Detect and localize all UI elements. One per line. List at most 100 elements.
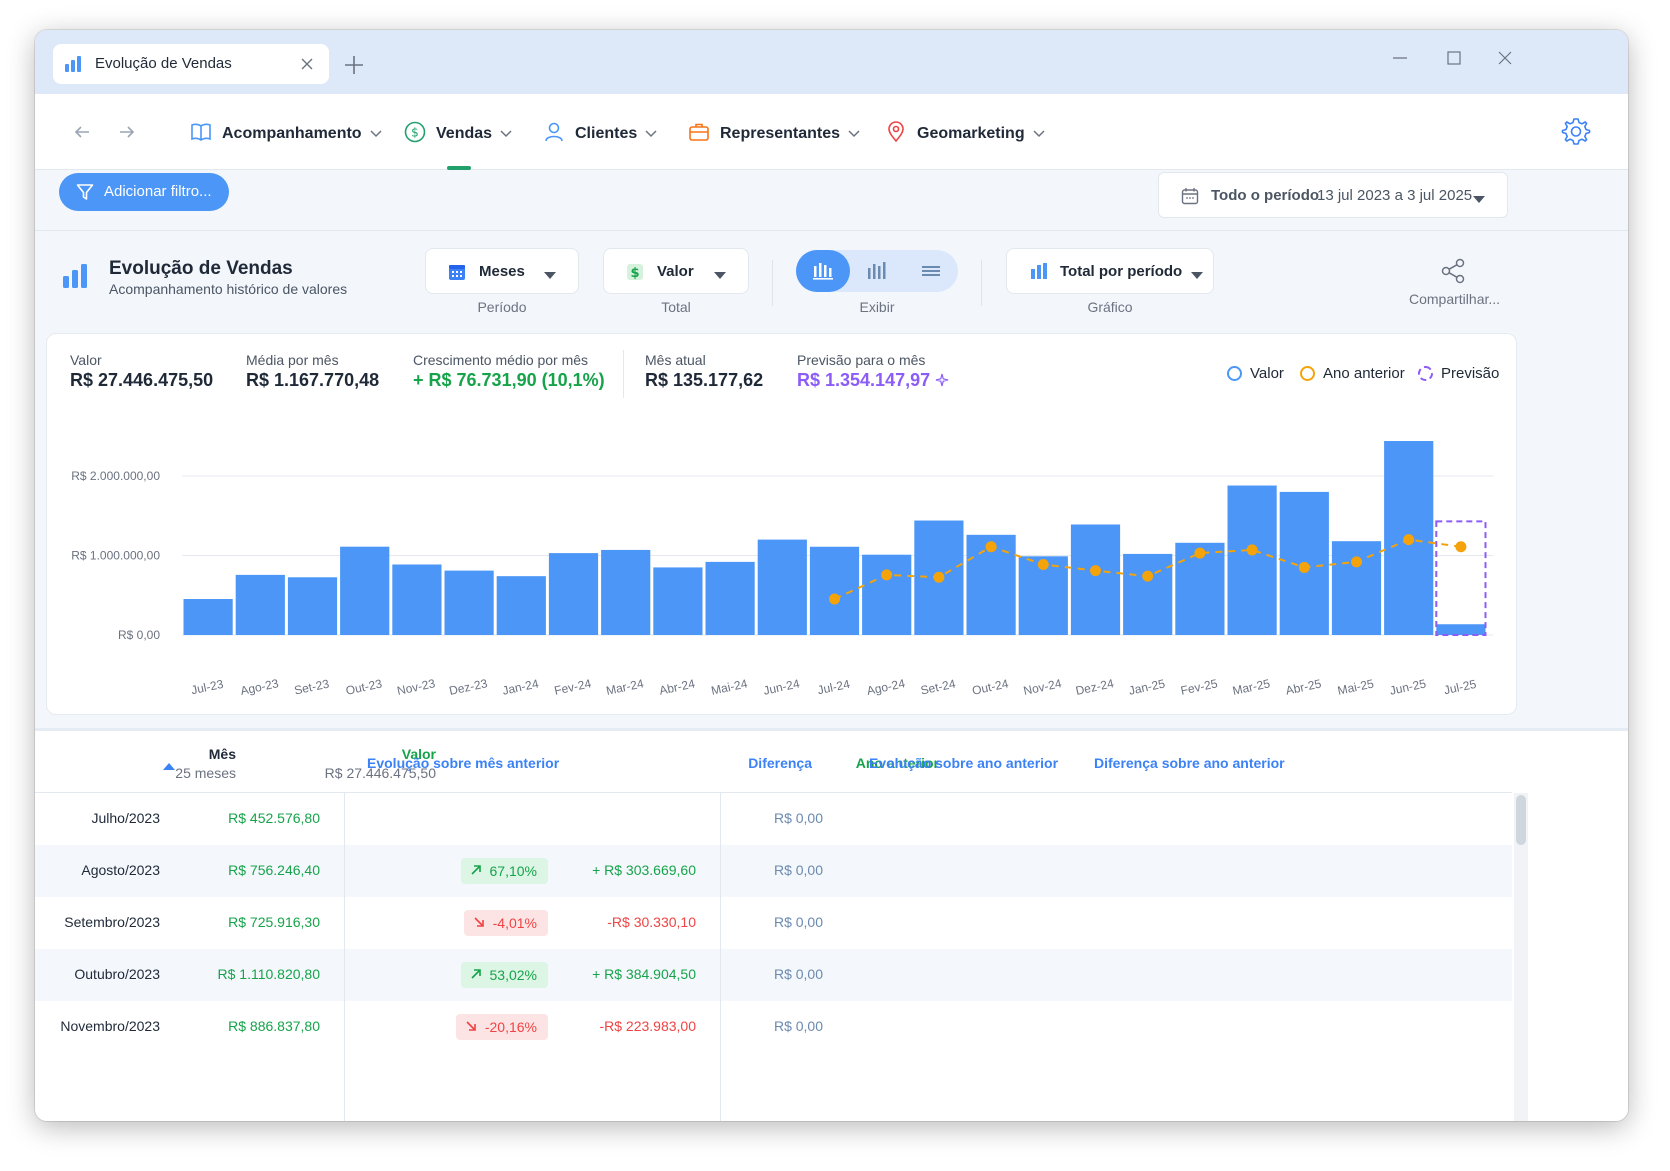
svg-text:$: $ [411,125,419,139]
forward-arrow-icon[interactable] [118,124,136,145]
table-row[interactable]: Julho/2023 R$ 452.576,80 R$ 0,00 [35,793,1512,845]
total-caption: Total [661,299,691,315]
table-row[interactable]: Agosto/2023 R$ 756.246,40 67,10% + R$ 303.6… [35,845,1512,897]
page-title: Evolução de Vendas [109,258,293,279]
cell-ano-anterior: R$ 0,00 [773,1018,823,1034]
nav-item-acompanhamento[interactable]: Acompanhamento [190,116,382,152]
x-tick-label: Mar-25 [1231,676,1271,698]
periodo-dropdown[interactable]: Meses [425,248,579,294]
col-header-evolucao[interactable]: Evolução sobre mês anterior [367,755,560,771]
caret-down-icon [544,267,556,285]
bar-chart-icon [65,56,83,77]
point-ano-anterior [1298,561,1310,573]
bar-valor [862,554,912,635]
maximize-icon[interactable] [1446,50,1462,71]
view-list-button[interactable] [904,250,958,292]
bar-valor [548,553,599,635]
close-tab-icon[interactable] [300,57,314,76]
trend-down-icon [465,1019,485,1035]
view-columns-button[interactable] [850,250,904,292]
cell-mes: Setembro/2023 [64,914,160,930]
bar-valor [183,599,233,635]
dollar-icon: $ [404,121,426,148]
browser-tab[interactable]: Evolução de Vendas [53,44,329,84]
divider [772,260,773,306]
x-tick-label: Fev-24 [553,676,593,698]
nav-item-vendas[interactable]: $ Vendas [404,116,512,170]
chevron-down-icon [370,125,382,143]
x-tick-label: Fev-25 [1179,676,1219,698]
bar-valor [1436,624,1486,635]
briefcase-icon [688,121,710,148]
total-dropdown[interactable]: $ Valor [603,248,749,294]
point-ano-anterior [1351,556,1362,568]
bar-valor [235,574,285,635]
col-header-mes[interactable]: Mês [208,746,236,762]
filter-icon [76,183,94,206]
x-tick-label: Jan-25 [1127,676,1166,697]
table-row[interactable]: Setembro/2023 R$ 725.916,30 -4,01% -R$ 30.3… [35,897,1512,949]
stat-mes-atual: Mês atual R$ 135.177,62 [645,352,764,390]
col-header-diferenca-ano[interactable]: Diferença sobre ano anterior [1094,755,1285,771]
legend-valor[interactable]: Valor [1227,365,1284,382]
y-tick-label: R$ 1.000.000,00 [71,549,160,563]
minimize-icon[interactable] [1392,50,1408,71]
cell-mes: Novembro/2023 [60,1018,160,1034]
point-ano-anterior [1455,541,1467,553]
share-icon[interactable] [1440,258,1466,289]
cell-diferenca: -R$ 223.983,00 [599,1018,696,1034]
grafico-dropdown[interactable]: Total por período [1006,248,1214,294]
x-tick-label: Abr-24 [658,676,696,697]
trend-up-icon [470,967,490,983]
legend-ano-anterior[interactable]: Ano anterior [1300,365,1405,382]
stat-media: Média por mês R$ 1.167.770,48 [246,352,380,390]
cell-ano-anterior: R$ 0,00 [773,810,823,826]
bar-previsao [1435,520,1487,636]
col-header-ano-anterior[interactable]: Ano anterior [855,755,939,771]
grafico-caption: Gráfico [1087,299,1133,315]
table-scrollbar[interactable] [1514,793,1528,1121]
gear-icon[interactable] [1561,116,1591,151]
tab-title: Evolução de Vendas [95,55,232,72]
x-tick-label: Set-24 [919,676,957,697]
new-tab-icon[interactable] [343,54,365,81]
back-arrow-icon[interactable] [73,124,91,145]
bar-valor [1123,553,1173,635]
period-range: 13 jul 2023 a 3 jul 2025 [1317,187,1473,204]
chevron-down-icon [848,125,860,143]
col-header-valor[interactable]: Valor [401,746,436,762]
x-tick-label: Nov-23 [396,676,437,698]
add-filter-button[interactable]: Adicionar filtro... [59,173,229,211]
trend-down-icon [473,915,493,931]
x-tick-label: Dez-24 [1074,676,1115,698]
scrollbar-thumb[interactable] [1516,795,1526,845]
nav-item-clientes[interactable]: Clientes [543,116,657,152]
calendar-grid-icon [448,263,466,286]
bar-valor [287,577,338,635]
cell-valor: R$ 725.916,30 [228,914,320,930]
bar-valor [601,549,651,635]
table-row[interactable]: Novembro/2023 R$ 886.837,80 -20,16% -R$ 223… [35,1001,1512,1053]
col-header-valor-total: R$ 27.446.475,50 [324,765,436,781]
share-button-label[interactable]: Compartilhar... [1409,291,1501,307]
cell-mes: Agosto/2023 [81,862,160,878]
x-tick-label: Abr-25 [1284,676,1322,697]
point-ano-anterior [1403,534,1415,546]
stat-valor: Valor R$ 27.446.475,50 [70,352,214,390]
legend-previsao[interactable]: Previsão [1418,365,1499,382]
title-bar: Evolução de Vendas [35,30,1628,94]
nav-item-representantes[interactable]: Representantes [688,116,860,152]
view-bars-button[interactable] [796,250,850,292]
nav-item-geomarketing[interactable]: Geomarketing [885,116,1045,152]
table-row[interactable]: Outubro/2023 R$ 1.110.820,80 53,02% + R$ 38… [35,949,1512,1001]
col-header-diferenca[interactable]: Diferença [748,755,812,771]
chevron-down-icon [645,125,657,143]
sort-asc-icon[interactable] [163,758,175,776]
cell-mes: Outubro/2023 [74,966,160,982]
col-header-evolucao-ano[interactable]: Evolução sobre ano anterior [869,755,1059,771]
legend-swatch [1418,366,1433,381]
y-tick-label: R$ 2.000.000,00 [71,469,160,483]
period-selector[interactable]: Todo o período 13 jul 2023 a 3 jul 2025 [1158,172,1508,218]
cell-diferenca: + R$ 384.904,50 [592,966,696,982]
close-window-icon[interactable] [1497,50,1513,71]
